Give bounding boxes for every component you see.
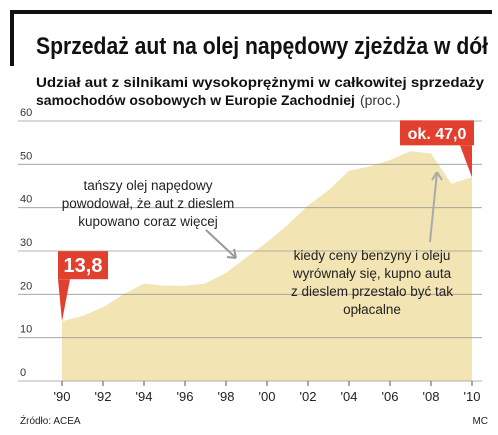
x-tick-label: '02 — [300, 389, 317, 404]
x-tick-label: '92 — [95, 389, 112, 404]
annotation-text: tańszy olej napędowy — [83, 178, 212, 193]
value-label: ok. 47,0 — [408, 126, 467, 143]
x-tick-label: '96 — [177, 389, 194, 404]
chart-title: Sprzedaż aut na olej napędowy zjeżdża w … — [36, 33, 488, 60]
annotation-text: opłacalne — [343, 302, 401, 317]
frame-decoration — [10, 10, 492, 66]
chart-subtitle: Udział aut z silnikami wysokoprężnymi w … — [36, 74, 484, 90]
chart-subtitle: samochodów osobowych w Europie Zachodnie… — [36, 92, 355, 108]
x-tick-label: '06 — [382, 389, 399, 404]
grid — [62, 151, 472, 381]
y-tick-label: 50 — [20, 150, 32, 162]
overlay: tańszy olej napędowy powodował, że aut z … — [58, 120, 474, 322]
annotation-arrow — [429, 171, 443, 243]
y-tick-label: 60 — [20, 107, 32, 119]
annotation-text: z dieslem przestało być tak — [291, 284, 453, 299]
y-tick-label: 40 — [20, 194, 32, 206]
source: Źródło: ACEA — [20, 414, 81, 427]
plot: 0 10 20 30 40 50 60 '90 '92 '94 '96 '98 '00 '02 '04 '06… — [18, 107, 482, 404]
y-tick-label: 30 — [20, 237, 32, 249]
callout-box — [58, 251, 108, 280]
credit: MC — [472, 416, 488, 427]
y-tick-label: 10 — [20, 324, 32, 336]
callout-box — [400, 120, 474, 146]
annotation-arrow — [205, 229, 237, 259]
x-tick-label: '90 — [54, 389, 71, 404]
y-tick-label: 20 — [20, 280, 32, 292]
value-label: 13,8 — [64, 255, 103, 277]
area — [62, 151, 472, 381]
x-tick-label: '08 — [423, 389, 440, 404]
x-tick-label: '10 — [464, 389, 481, 404]
callout-pointer — [460, 145, 472, 178]
annotation-text: kiedy ceny benzyny i oleju — [294, 248, 451, 263]
value-callout: ok. 47,0 — [400, 120, 474, 178]
y-tick-label: 0 — [20, 367, 26, 379]
x-tick-label: '04 — [341, 389, 358, 404]
annotation-text: wyrównały się, kupno auta — [292, 266, 452, 281]
x-tick-label: '94 — [136, 389, 153, 404]
x-tick-label: '00 — [259, 389, 276, 404]
annotation-text: powodował, że aut z dieslem — [62, 196, 235, 211]
annotation-text: kupowano coraz więcej — [78, 214, 218, 229]
callout-pointer — [58, 279, 70, 322]
unit-note: (proc.) — [360, 92, 400, 108]
value-callout: 13,8 — [58, 251, 108, 322]
x-tick-label: '98 — [218, 389, 235, 404]
